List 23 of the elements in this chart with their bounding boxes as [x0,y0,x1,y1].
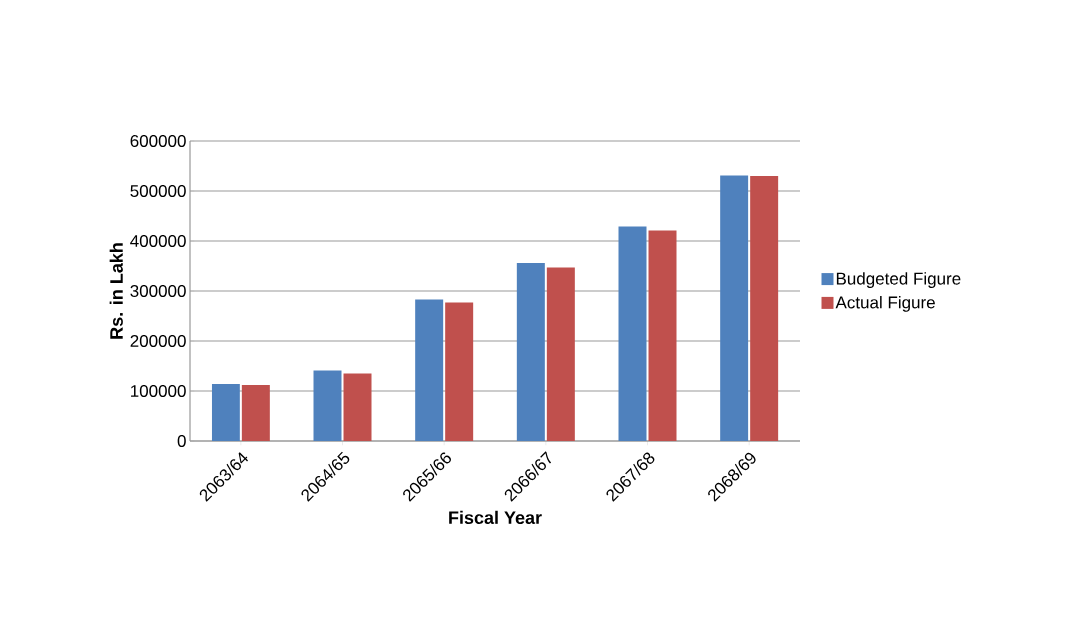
y-tick-label: 600000 [130,134,186,148]
bar [445,302,474,441]
legend-label: Budgeted Figure [836,272,961,289]
x-axis-title: Fiscal Year [449,510,542,524]
y-tick-label: 0 [177,434,186,448]
y-tick-label: 300000 [130,284,186,298]
bar [516,262,545,441]
bar [750,175,779,441]
y-tick-label: 100000 [131,384,186,398]
y-tick-label: 500000 [130,184,186,198]
bar [648,230,677,441]
legend-label: Actual Figure [835,296,935,312]
y-axis-title: Rs. in Lakh [109,243,123,339]
bar [241,384,270,441]
bar [415,299,444,441]
bar [546,267,575,441]
bar [343,373,372,441]
bar [720,175,749,441]
y-tick-label: 200000 [130,334,186,348]
y-tick-label: 400000 [130,234,186,248]
bar [618,226,647,441]
bar [313,370,342,441]
bar [211,383,240,441]
